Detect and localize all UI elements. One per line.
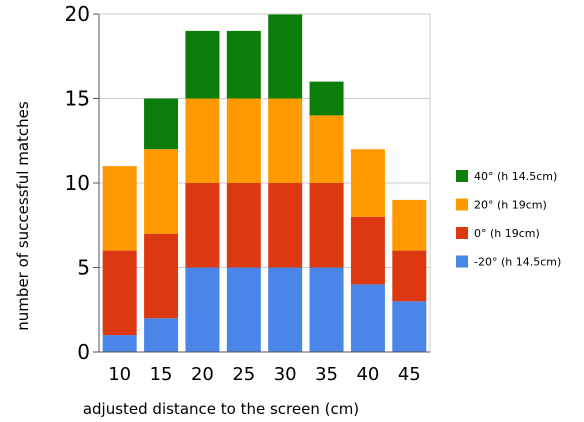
bar-segment [268, 267, 303, 352]
bar-segment [392, 250, 427, 302]
bar-segment [350, 216, 385, 285]
legend-label: 20° (h 19cm) [474, 199, 547, 212]
bars [102, 14, 427, 352]
y-tick-label: 10 [65, 171, 90, 195]
y-axis-title: number of successful matches [14, 101, 32, 331]
bar-segment [144, 233, 179, 319]
x-tick-label: 40 [356, 364, 379, 385]
bar-segment [226, 30, 261, 99]
bar-segment [102, 250, 137, 336]
legend-swatch [456, 255, 468, 268]
bar-segment [350, 149, 385, 217]
bar-segment [102, 335, 137, 352]
bar-segment [309, 115, 344, 183]
bar-segment [144, 98, 179, 150]
axes [93, 13, 431, 353]
bar-segment [392, 301, 427, 352]
bar-segment [268, 98, 303, 183]
bar-segment [185, 183, 220, 268]
bar-segment [185, 267, 220, 352]
bar-segment [350, 284, 385, 352]
bar-segment [185, 98, 220, 183]
legend-label: 0° (h 19cm) [474, 227, 540, 240]
x-tick-label: 15 [150, 364, 173, 385]
legend: 40° (h 14.5cm) 20° (h 19cm) 0° (h 19cm) -20… [456, 170, 561, 269]
legend-label: -20° (h 14.5cm) [474, 256, 561, 269]
bar-segment [102, 166, 137, 251]
bar-segment [185, 30, 220, 99]
y-tick-label: 0 [77, 340, 90, 364]
legend-swatch [456, 198, 468, 211]
x-tick-label: 20 [191, 364, 214, 385]
bar-segment [309, 183, 344, 268]
y-tick-labels: 0 5 10 15 20 [65, 2, 90, 364]
x-axis-title: adjusted distance to the screen (cm) [83, 400, 359, 418]
bar-segment [309, 267, 344, 352]
bar-segment [268, 183, 303, 268]
bar-segment [226, 267, 261, 352]
legend-label: 40° (h 14.5cm) [474, 170, 557, 183]
bar-segment [392, 199, 427, 251]
legend-swatch [456, 227, 468, 239]
x-tick-label: 35 [315, 364, 338, 385]
x-tick-label: 45 [398, 364, 421, 385]
y-tick-label: 5 [77, 256, 90, 280]
bar-segment [268, 14, 303, 99]
x-tick-labels: 10 15 20 25 30 35 40 45 [108, 364, 421, 385]
bar-segment [144, 149, 179, 234]
y-tick-label: 15 [65, 87, 90, 111]
x-tick-label: 25 [232, 364, 255, 385]
bar-segment [226, 183, 261, 268]
bar-segment [144, 318, 179, 352]
y-tick-label: 20 [65, 2, 90, 26]
x-tick-label: 10 [108, 364, 131, 385]
x-tick-label: 30 [274, 364, 297, 385]
bar-segment [226, 98, 261, 183]
legend-swatch [456, 170, 468, 182]
bar-segment [309, 81, 344, 116]
